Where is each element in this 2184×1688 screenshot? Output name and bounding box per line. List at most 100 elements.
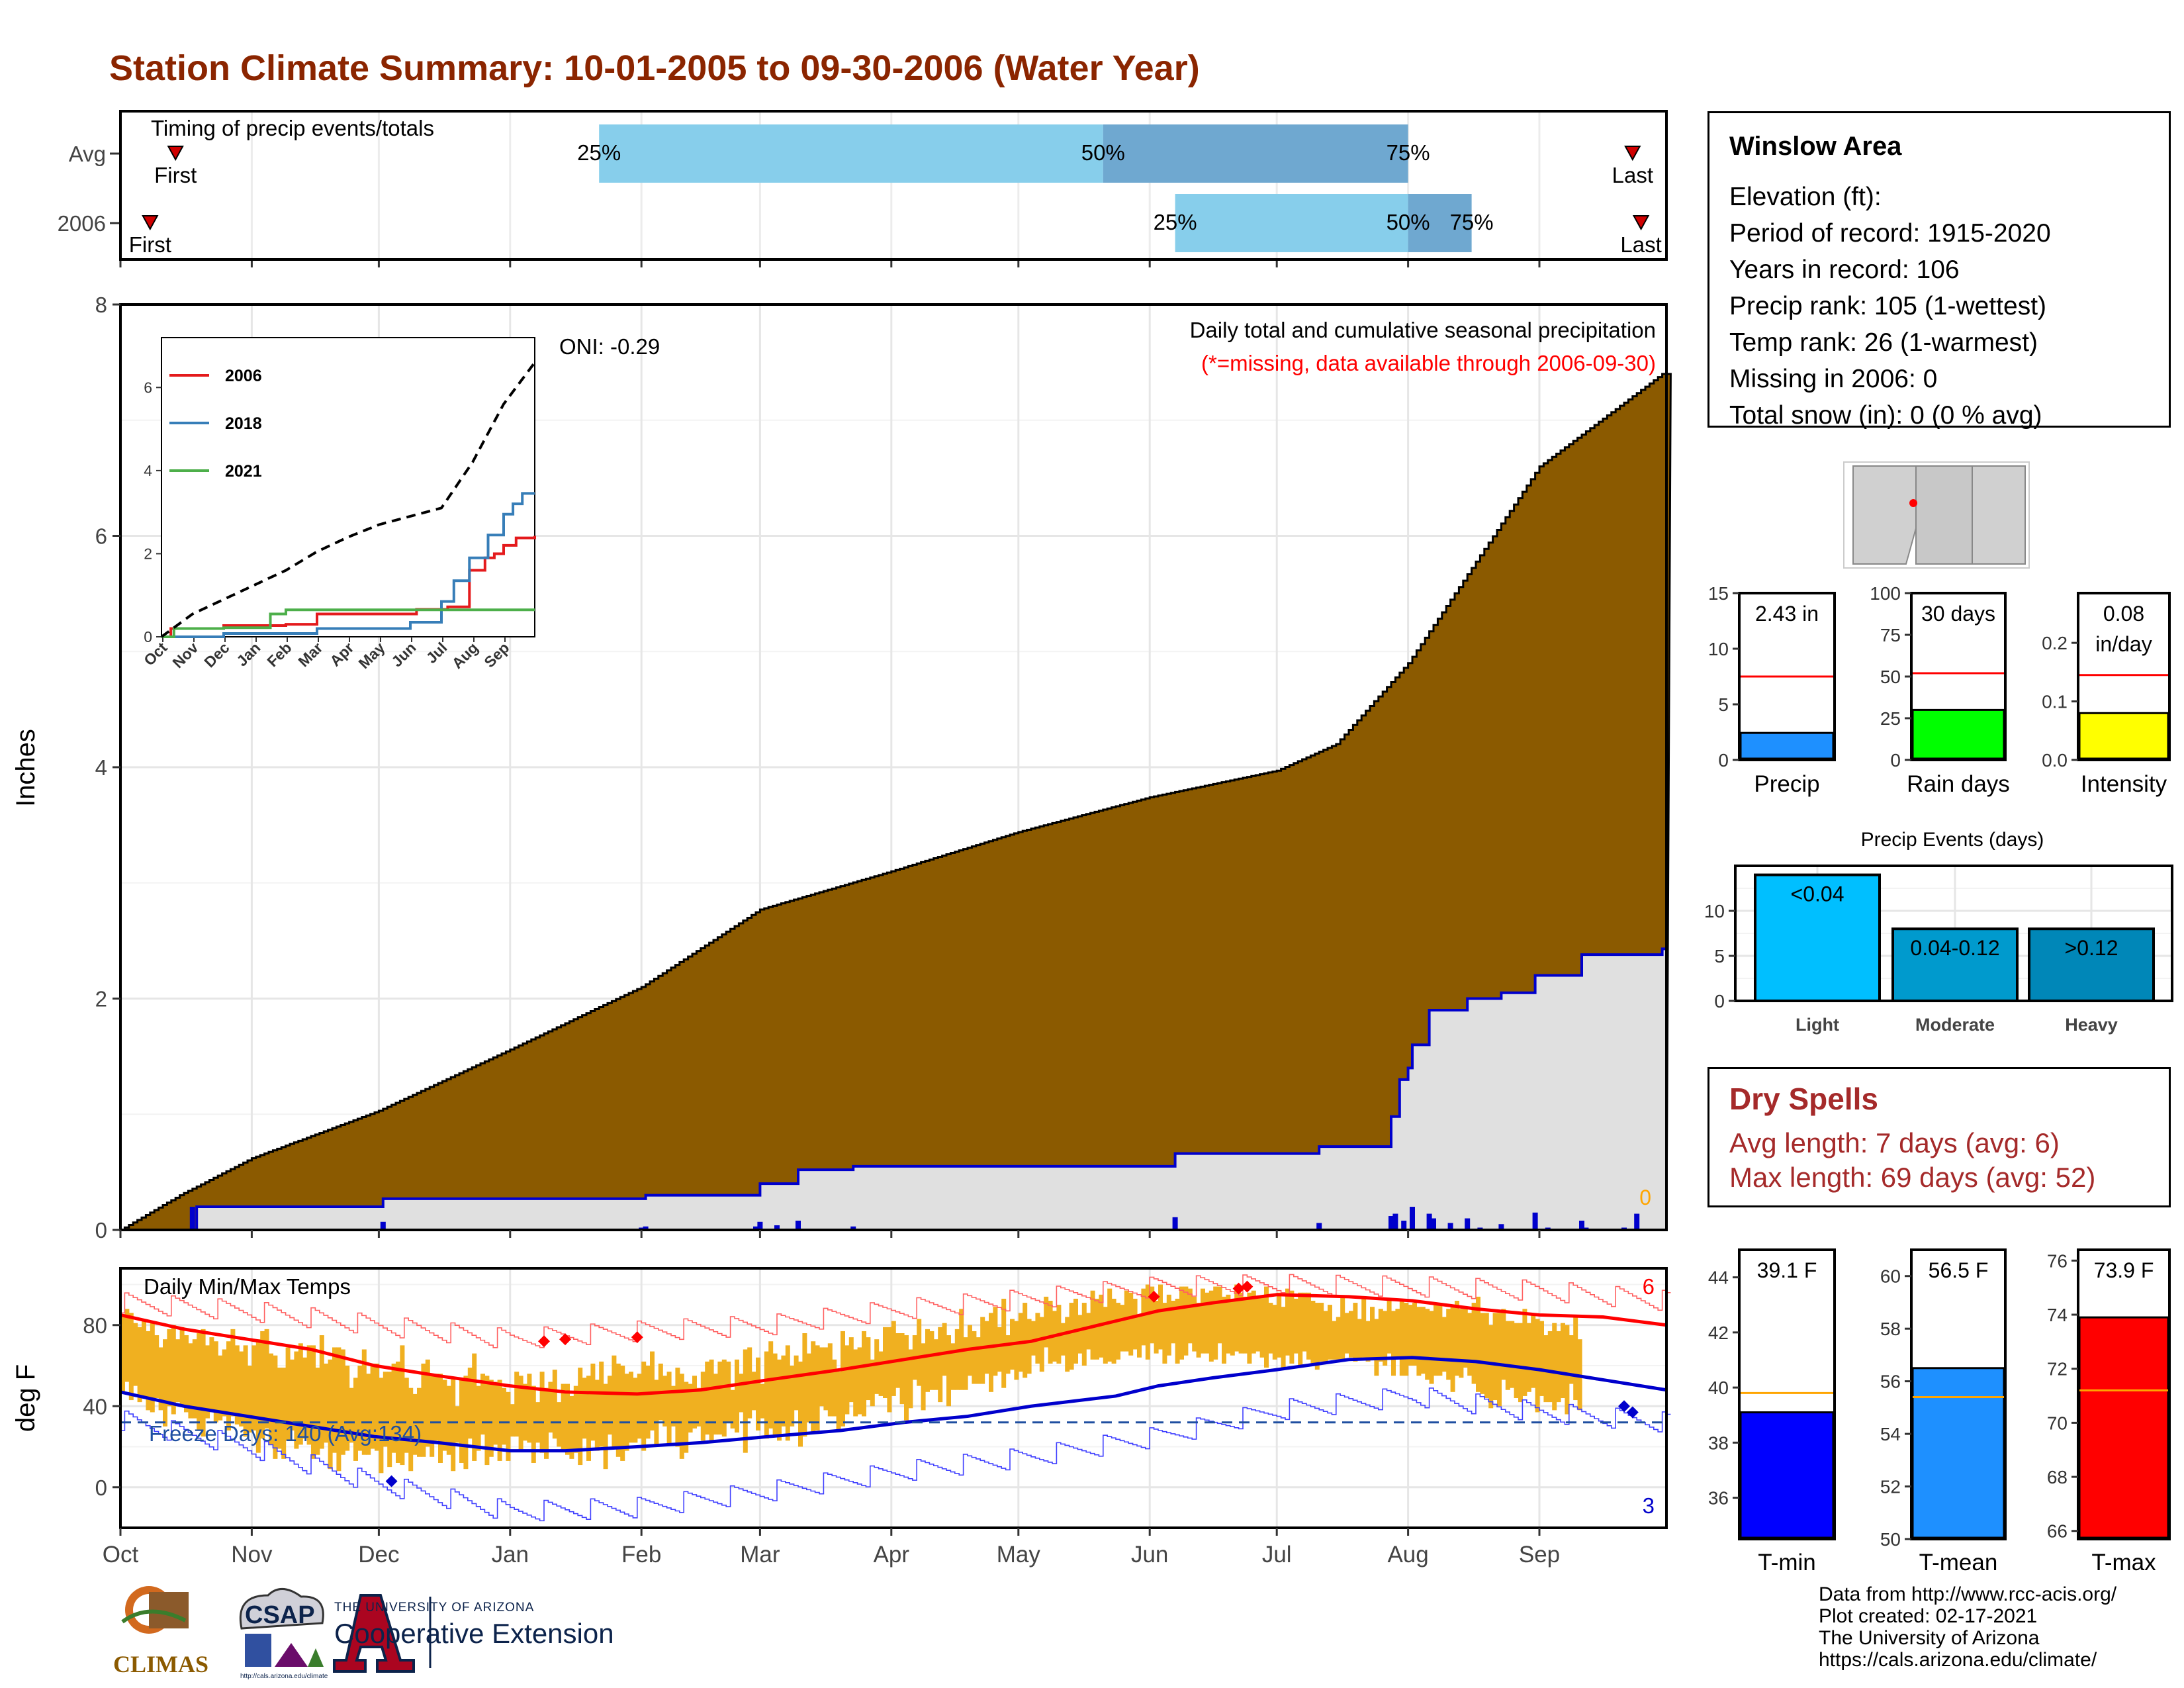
daily-temp-bar — [772, 1353, 778, 1437]
rain-days-value-label: 30 days — [1921, 602, 1995, 626]
daily-temp-bar — [1264, 1286, 1269, 1368]
daily-temp-bar — [234, 1345, 240, 1425]
daily-temp-bar — [1222, 1296, 1226, 1364]
tmin-bar — [1739, 1411, 1835, 1539]
daily-precip-bar — [1410, 1207, 1415, 1230]
daily-temp-bar — [1026, 1319, 1032, 1374]
daily-temp-bar — [205, 1345, 210, 1419]
missing-count: 0 — [1639, 1186, 1651, 1209]
month-xtick: Dec — [358, 1542, 399, 1568]
daily-temp-bar — [1116, 1303, 1120, 1360]
daily-temp-bar — [1238, 1292, 1244, 1354]
daily-precip-bar — [1316, 1223, 1322, 1230]
daily-temp-bar — [1069, 1303, 1074, 1370]
daily-temp-bar — [506, 1391, 511, 1461]
daily-precip-bar — [774, 1225, 780, 1230]
daily-temp-bar — [484, 1376, 490, 1466]
daily-temp-bar — [1497, 1313, 1502, 1407]
daily-temp-bar — [361, 1349, 367, 1455]
month-xtick: Oct — [103, 1542, 139, 1568]
daily-temp-bar — [179, 1327, 185, 1407]
daily-temp-bar — [1543, 1335, 1549, 1403]
daily-temp-bar — [201, 1329, 206, 1437]
daily-temp-bar — [370, 1363, 375, 1449]
daily-temp-bar — [739, 1374, 744, 1413]
events-title: Precip Events (days) — [1861, 829, 2044, 851]
neighbor-state-shape — [1852, 465, 1917, 565]
daily-temp-bar — [756, 1357, 760, 1430]
intensity-ytick: 0.1 — [2042, 692, 2068, 712]
daily-temp-bar — [569, 1395, 574, 1459]
daily-temp-bar — [1230, 1301, 1235, 1356]
daily-temp-bar — [976, 1337, 981, 1384]
events-ytick: 0 — [1714, 991, 1725, 1011]
events-frame — [1734, 865, 2173, 1002]
daily-temp-bar — [493, 1382, 498, 1445]
daily-temp-bar — [1370, 1307, 1375, 1360]
daily-temp-bar — [620, 1366, 625, 1461]
daily-temp-bar — [497, 1380, 502, 1461]
daily-temp-bar — [514, 1372, 520, 1437]
inset-line-2018 — [161, 492, 535, 638]
daily-temp-bar — [963, 1337, 968, 1390]
tmax-bar — [2078, 1316, 2169, 1539]
daily-temp-bar — [1522, 1309, 1527, 1396]
station-years: Years in record: 106 — [1729, 256, 1960, 284]
daily-temp-bar — [1441, 1317, 1447, 1372]
daily-temp-bar — [192, 1339, 197, 1419]
footer-url: https://cals.arizona.edu/climate/ — [1819, 1649, 2097, 1671]
daily-temp-bar — [311, 1345, 316, 1459]
daily-temp-bar — [1187, 1288, 1193, 1344]
daily-temp-bar — [942, 1323, 947, 1376]
daily-temp-bar — [781, 1355, 786, 1427]
daily-temp-bar — [1416, 1307, 1422, 1376]
daily-temp-bar — [412, 1393, 418, 1455]
tmean-bar — [1911, 1367, 2005, 1539]
footer-source: Data from http://www.rcc-acis.org/ — [1819, 1583, 2117, 1605]
ua-big-text: Cooperative Extension — [334, 1618, 614, 1649]
daily-temp-bar — [1171, 1301, 1176, 1344]
tmean-ytick: 58 — [1880, 1319, 1901, 1339]
rain-days-label: Rain days — [1907, 771, 2010, 797]
daily-temp-bar — [1205, 1292, 1210, 1354]
daily-temp-bar — [467, 1368, 473, 1439]
daily-temp-bar — [1480, 1313, 1485, 1394]
timing-panel: Timing of precip events/totals Avg 25% 50% 7… — [58, 110, 1668, 267]
daily-temp-bar — [273, 1355, 278, 1459]
climas-logo: CLIMAS — [113, 1586, 208, 1677]
daily-temp-bar — [1166, 1294, 1171, 1356]
daily-temp-bar — [455, 1406, 460, 1443]
month-xtick: Mar — [740, 1542, 780, 1568]
daily-temp-bar — [1332, 1321, 1337, 1360]
daily-temp-bar — [124, 1309, 130, 1382]
station-name: Winslow Area — [1729, 132, 1902, 161]
daily-temp-bar — [146, 1331, 151, 1411]
daily-temp-bar — [590, 1363, 596, 1441]
daily-temp-bar — [798, 1361, 803, 1447]
daily-precip-bar — [189, 1207, 195, 1230]
daily-temp-bar — [827, 1343, 833, 1417]
timing-box-upper — [1103, 124, 1408, 183]
event-bar-label: >0.12 — [2065, 936, 2118, 960]
daily-temp-bar — [1437, 1303, 1443, 1376]
event-bar — [1754, 873, 1881, 1002]
daily-temp-bar — [518, 1376, 523, 1451]
daily-precip-bar — [1447, 1223, 1453, 1230]
daily-temp-bar — [1314, 1303, 1320, 1370]
timing-first-marker — [142, 215, 159, 231]
daily-temp-bar — [1247, 1292, 1252, 1364]
daily-temp-bar — [1565, 1325, 1570, 1415]
timing-box-upper — [1408, 194, 1472, 252]
daily-temp-bar — [383, 1372, 388, 1447]
event-category: Moderate — [1915, 1015, 1995, 1035]
neighbor-state-shape — [1972, 465, 2026, 565]
daily-precip-bar — [757, 1221, 763, 1230]
daily-precip-bar — [1388, 1216, 1394, 1230]
month-xtick: Jul — [1262, 1542, 1292, 1568]
daily-temp-bar — [1141, 1288, 1146, 1346]
daily-temp-bar — [1323, 1311, 1328, 1364]
daily-temp-bar — [1328, 1305, 1332, 1360]
record-high-marker — [1241, 1280, 1253, 1293]
daily-temp-bar — [633, 1378, 638, 1443]
daily-temp-bar — [446, 1385, 451, 1455]
